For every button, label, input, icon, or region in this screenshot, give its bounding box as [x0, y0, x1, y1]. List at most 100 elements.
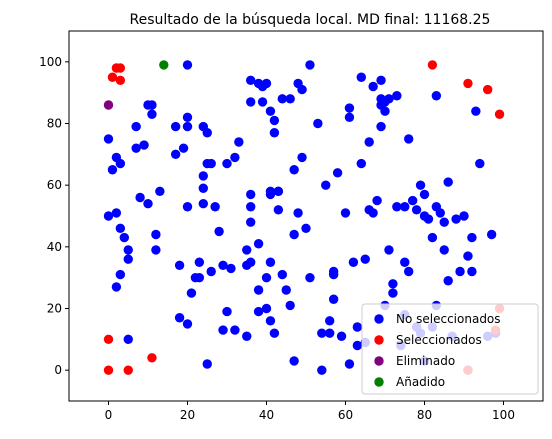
data-point [265, 257, 276, 267]
legend-box [361, 303, 539, 395]
data-point [356, 72, 366, 82]
data-point [423, 214, 434, 224]
data-point [289, 356, 299, 366]
data-point [376, 121, 386, 132]
data-point [305, 60, 315, 70]
data-point [486, 229, 497, 240]
data-point [151, 229, 161, 240]
data-point [182, 202, 193, 212]
data-point [459, 211, 469, 221]
data-point [273, 205, 284, 215]
data-point [261, 303, 272, 314]
data-point [305, 272, 315, 283]
data-point [404, 266, 414, 277]
data-point [159, 60, 169, 70]
data-point [281, 285, 291, 295]
legend-label: No seleccionados [396, 312, 501, 326]
data-point [277, 94, 287, 104]
data-point [253, 306, 264, 317]
data-point [317, 328, 327, 338]
data-point [388, 288, 398, 298]
data-point [427, 60, 438, 70]
data-point [344, 359, 355, 369]
data-point [427, 232, 438, 243]
data-point [202, 359, 212, 369]
data-point [186, 288, 197, 298]
data-point [285, 94, 295, 104]
x-tick-label: 100 [492, 408, 515, 422]
data-point [368, 81, 378, 92]
data-point [404, 134, 414, 144]
data-point [170, 149, 181, 160]
data-point [123, 245, 133, 255]
series-2 [103, 100, 114, 110]
data-point [431, 91, 442, 101]
data-point [151, 245, 161, 255]
data-point [103, 365, 114, 375]
data-point [463, 78, 473, 89]
data-point [368, 208, 378, 218]
data-point [269, 115, 280, 126]
data-point [206, 266, 216, 277]
data-point [289, 229, 299, 240]
data-point [261, 78, 272, 89]
data-point [380, 106, 390, 116]
data-point [198, 183, 208, 193]
x-tick-label: 40 [259, 408, 274, 422]
data-point [384, 94, 394, 104]
legend-marker [374, 314, 384, 324]
data-point [147, 100, 157, 110]
data-point [182, 319, 193, 329]
data-point [198, 171, 208, 181]
data-point [344, 112, 355, 123]
data-point [289, 165, 299, 175]
legend-marker [374, 335, 384, 345]
data-point [139, 140, 149, 150]
data-point [242, 245, 252, 255]
data-point [407, 195, 418, 206]
data-point [222, 306, 232, 317]
y-tick-label: 60 [47, 178, 62, 192]
legend-label: Seleccionados [396, 333, 482, 347]
data-point [155, 186, 165, 197]
data-point [443, 276, 453, 286]
data-point [344, 103, 355, 113]
data-point [435, 208, 445, 218]
y-tick-label: 100 [39, 55, 62, 69]
legend-marker [374, 356, 384, 366]
data-point [384, 245, 394, 255]
data-point [107, 165, 118, 175]
data-point [352, 340, 363, 351]
data-point [392, 91, 402, 101]
data-point [246, 75, 256, 86]
data-point [451, 214, 461, 224]
data-point [135, 192, 145, 203]
data-point [257, 97, 268, 107]
data-point [400, 257, 410, 267]
legend-marker [374, 377, 384, 387]
data-point [242, 331, 252, 341]
data-point [439, 217, 449, 227]
data-point [115, 75, 126, 86]
data-point [265, 316, 276, 326]
data-point [439, 245, 449, 255]
data-point [198, 198, 208, 209]
legend: No seleccionados Seleccionados Eliminado Añ… [361, 303, 539, 395]
data-point [388, 279, 398, 289]
data-point [103, 100, 114, 110]
data-point [297, 152, 307, 163]
y-tick-label: 20 [47, 302, 62, 316]
data-point [111, 208, 122, 218]
data-point [111, 282, 122, 292]
plot-frame [68, 30, 544, 402]
data-point [400, 202, 410, 212]
data-point [119, 232, 129, 243]
series-3 [159, 60, 169, 70]
data-point [376, 75, 386, 86]
data-point [313, 118, 323, 129]
data-point [182, 60, 193, 70]
data-point [392, 202, 402, 212]
data-point [194, 272, 205, 283]
data-point [218, 325, 228, 335]
